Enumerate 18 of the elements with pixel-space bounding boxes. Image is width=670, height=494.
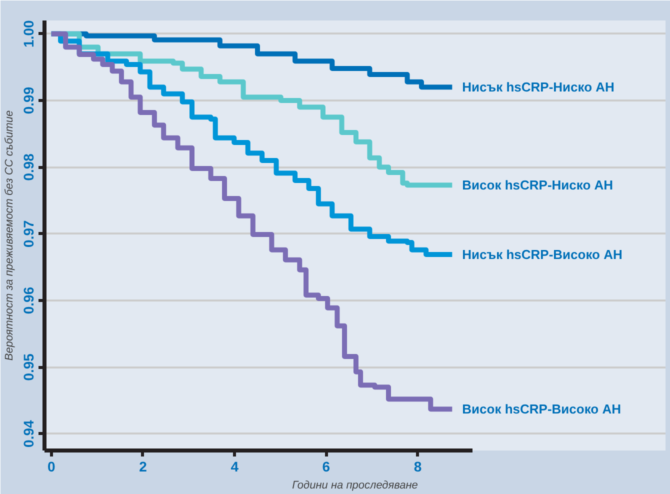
y-tick-label: 1.00 xyxy=(20,20,36,48)
y-axis-title: Вероятност за преживяемост без СС събитие xyxy=(4,110,16,361)
x-axis-title: Години на проследяване xyxy=(292,480,418,492)
y-tick-label: 0.96 xyxy=(20,286,36,314)
x-tick-label: 4 xyxy=(230,458,239,474)
x-tick-label: 6 xyxy=(322,458,330,474)
y-tick-label: 0.97 xyxy=(20,220,36,248)
series-label: Нисък hsCRP-Високо АН xyxy=(462,247,622,262)
series-label: Висок hsCRP-Ниско АН xyxy=(462,178,614,193)
x-tick-label: 8 xyxy=(414,458,422,474)
x-tick-label: 2 xyxy=(139,458,148,474)
y-tick-label: 0.95 xyxy=(20,353,36,381)
y-tick-label: 0.94 xyxy=(20,420,36,448)
series-label: Нисък hsCRP-Ниско АН xyxy=(462,80,614,95)
x-tick-label: 0 xyxy=(47,458,56,474)
series-label: Висок hsCRP-Високо АН xyxy=(462,402,622,417)
y-tick-label: 0.98 xyxy=(20,153,36,181)
y-tick-label: 0.99 xyxy=(20,86,36,114)
